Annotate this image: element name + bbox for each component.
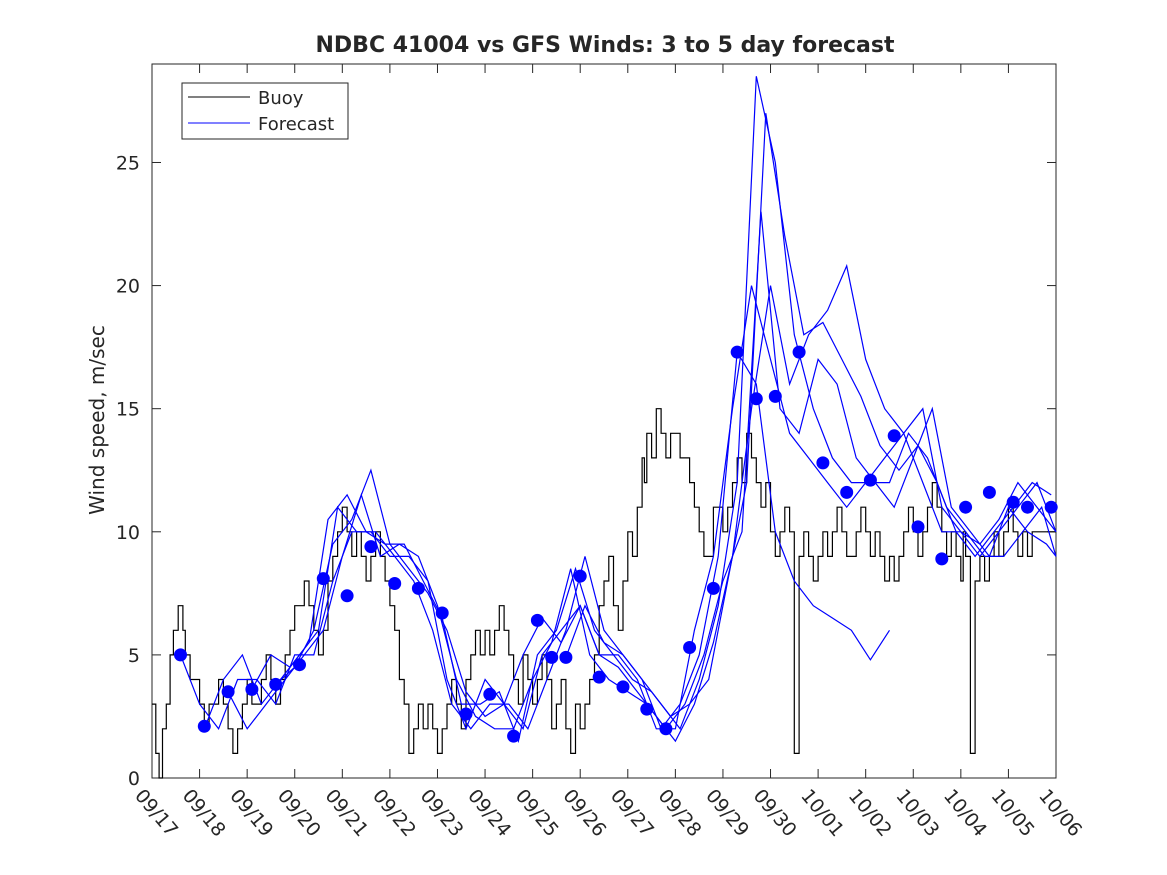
forecast-dot [816, 456, 830, 470]
y-tick-label: 10 [116, 522, 140, 544]
legend-forecast-label: Forecast [258, 114, 334, 135]
forecast-dot [911, 520, 925, 534]
y-ticks: 0 5 10 15 20 25 [116, 152, 1056, 790]
forecast-dot [507, 729, 521, 743]
forecast-dot [706, 581, 720, 595]
buoy-series-line [152, 408, 1056, 779]
y-tick-label: 0 [128, 768, 140, 790]
forecast-dot [545, 650, 559, 664]
forecast-dot [659, 722, 673, 736]
forecast-dot [316, 572, 330, 586]
forecast-dot [340, 589, 354, 603]
legend-box [181, 82, 349, 140]
y-tick-label: 15 [116, 399, 140, 421]
forecast-dot [1044, 500, 1058, 514]
forecast-dot [840, 485, 854, 499]
forecast-dot [364, 540, 378, 554]
forecast-series-line [251, 113, 1052, 744]
series-layer [152, 76, 1058, 779]
forecast-dot [935, 552, 949, 566]
y-tick-label: 25 [116, 152, 140, 174]
forecast-dot [530, 613, 544, 627]
forecast-dot [768, 389, 782, 403]
forecast-dot [197, 719, 211, 733]
forecast-dot [683, 641, 697, 654]
forecast-dot [749, 392, 763, 406]
forecast-series-line [179, 285, 1057, 731]
forecast-dot [388, 577, 402, 590]
legend-buoy-label: Buoy [258, 88, 304, 109]
forecast-dot [174, 648, 187, 662]
y-tick-label: 5 [128, 645, 140, 667]
forecast-dot [245, 682, 259, 696]
forecast-dot [640, 702, 654, 716]
legend: Buoy Forecast [181, 82, 349, 140]
forecast-dot [730, 345, 744, 359]
forecast-dot [559, 650, 573, 664]
forecast-dot [887, 429, 901, 443]
chart-title: NDBC 41004 vs GFS Winds: 3 to 5 day fore… [316, 33, 895, 58]
forecast-dot [616, 680, 630, 694]
forecast-dot [411, 581, 425, 595]
forecast-dot [269, 677, 283, 691]
forecast-dot [863, 473, 877, 487]
forecast-dot [959, 500, 973, 514]
forecast-dot [982, 485, 996, 499]
forecast-dot [792, 345, 806, 359]
forecast-dot [592, 670, 606, 684]
y-axis-label: Wind speed, m/sec [85, 325, 109, 515]
y-tick-label: 20 [116, 276, 140, 298]
forecast-series-line [565, 350, 891, 731]
forecast-dot [435, 606, 449, 620]
forecast-dot [293, 658, 306, 672]
forecast-dot [459, 707, 473, 721]
forecast-dot [221, 685, 235, 699]
forecast-dot [1006, 495, 1020, 509]
forecast-dot [1021, 500, 1034, 514]
forecast-dot [573, 569, 587, 583]
axes-box [151, 63, 1057, 779]
forecast-dot [483, 687, 497, 701]
